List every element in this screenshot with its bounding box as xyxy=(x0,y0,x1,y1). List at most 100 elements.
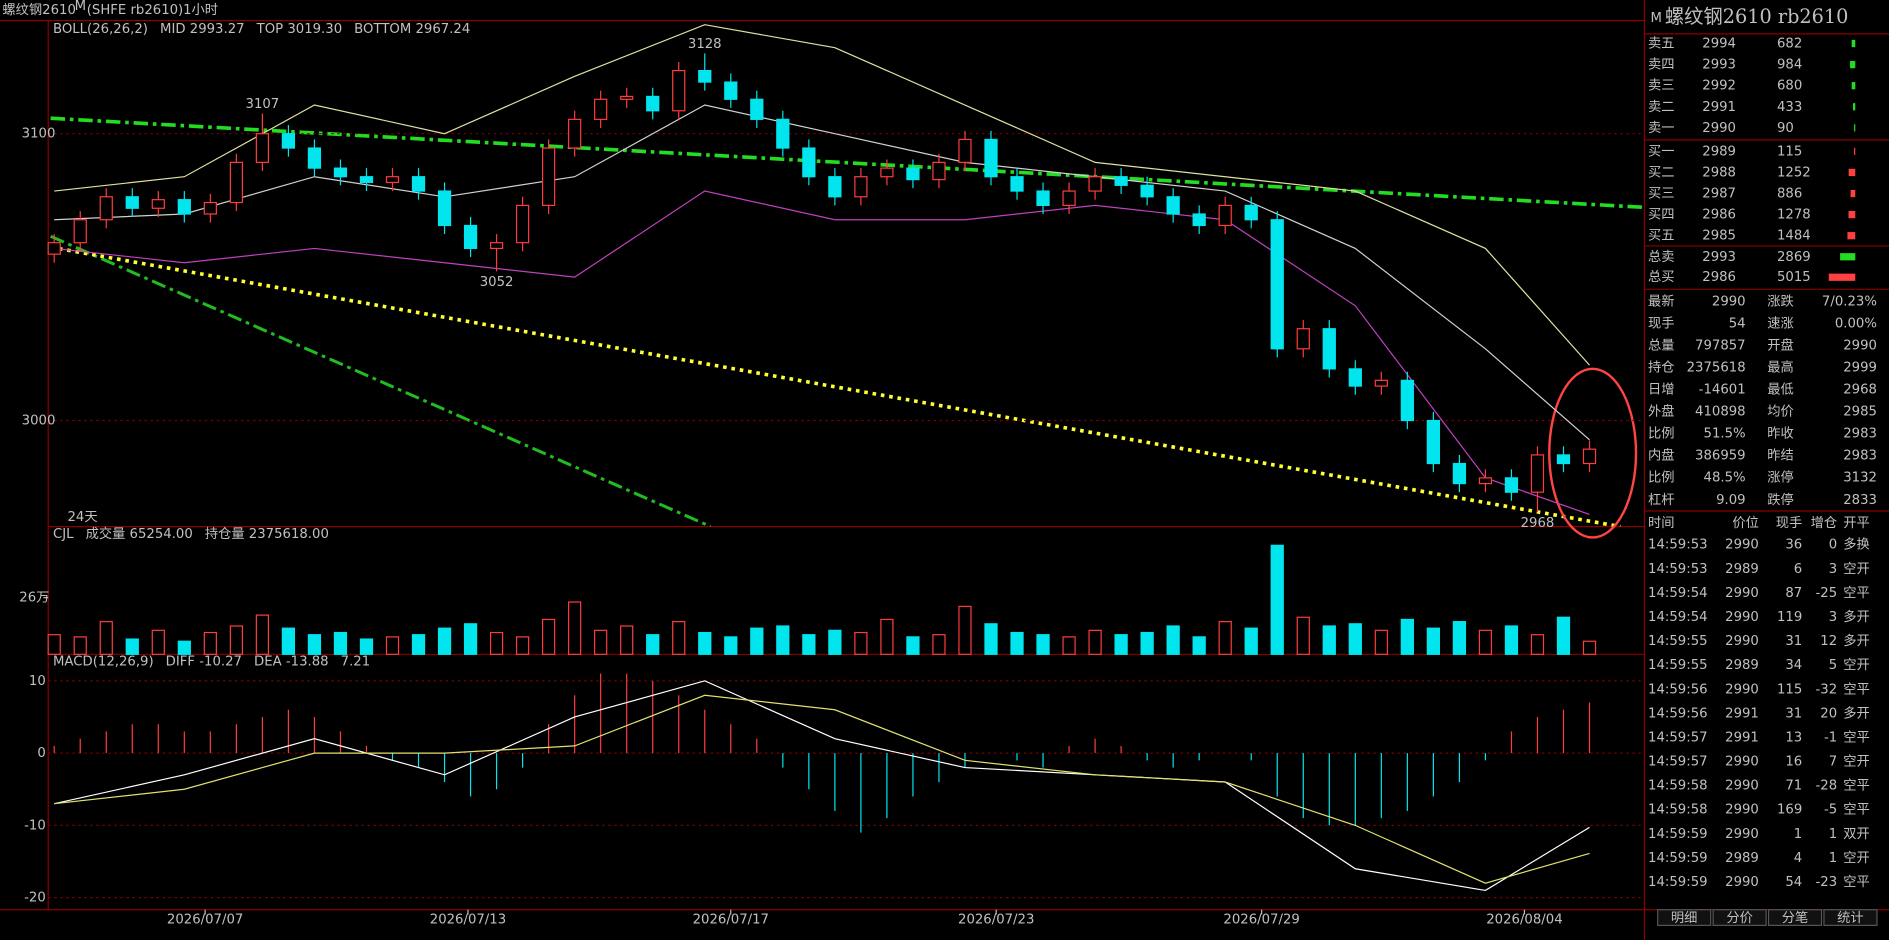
tab-label[interactable]: 分价 xyxy=(1726,910,1753,926)
trade-cell: 14:59:57 xyxy=(1648,730,1708,745)
tab-label[interactable]: 统计 xyxy=(1837,910,1864,926)
trade-cell: 空平 xyxy=(1843,802,1870,818)
volume-bar xyxy=(672,621,686,655)
stat-label: 日增 xyxy=(1648,382,1675,398)
stat-value: 2990 xyxy=(1843,338,1877,353)
trade-cell: 2990 xyxy=(1725,538,1759,553)
volume-bar xyxy=(620,625,634,655)
legend-item: MID 2993.27 xyxy=(160,22,245,37)
trade-header: 增仓 xyxy=(1811,515,1838,531)
candle-body xyxy=(385,176,400,184)
volume-bar xyxy=(828,629,842,655)
stat-value: 2983 xyxy=(1843,427,1877,442)
trade-cell: 空开 xyxy=(1843,657,1870,673)
candle-body xyxy=(1452,462,1467,485)
volume-bar xyxy=(1244,627,1258,655)
book-bar xyxy=(1848,210,1856,219)
stat-value: 386959 xyxy=(1695,449,1746,464)
x-tick-label: 2026/07/13 xyxy=(430,912,506,927)
trade-cell: 115 xyxy=(1777,682,1802,697)
trade-cell: 14:59:59 xyxy=(1648,875,1708,890)
book-bar xyxy=(1854,147,1856,155)
book-price: 2990 xyxy=(1702,121,1736,136)
candle-body xyxy=(125,196,139,209)
flag: M xyxy=(75,0,86,14)
book-label: 买五 xyxy=(1648,228,1675,244)
stat-label: 跌停 xyxy=(1767,491,1794,508)
trade-cell: 6 xyxy=(1794,562,1802,577)
book-qty: 680 xyxy=(1777,79,1802,94)
trade-cell: 36 xyxy=(1785,538,1802,553)
book-price: 2986 xyxy=(1702,208,1736,223)
stat-label: 最高 xyxy=(1767,358,1794,375)
candle-body xyxy=(177,199,191,215)
book-bar xyxy=(1854,124,1856,132)
trade-cell: 14:59:59 xyxy=(1648,851,1708,866)
trade-cell: 2990 xyxy=(1725,634,1759,649)
tab[interactable] xyxy=(1712,909,1767,926)
candle-body xyxy=(1400,379,1414,422)
book-label: 买四 xyxy=(1648,207,1675,223)
volume-bar xyxy=(203,631,217,655)
trade-cell: 4 xyxy=(1794,851,1802,866)
volume-bar xyxy=(1530,634,1545,655)
trade-cell: 2990 xyxy=(1725,827,1759,842)
dea-line xyxy=(54,694,1590,884)
candle-body xyxy=(203,201,217,215)
legend-item: CJL xyxy=(53,527,74,542)
trend-line xyxy=(49,234,712,527)
stat-label: 持仓 xyxy=(1648,359,1675,375)
volume-bar xyxy=(281,627,296,655)
trend-line xyxy=(50,116,1645,210)
candle-body xyxy=(698,69,712,83)
trade-cell: 2990 xyxy=(1725,610,1759,625)
tab[interactable] xyxy=(1767,909,1823,926)
tab[interactable] xyxy=(1657,909,1712,926)
book-qty: 90 xyxy=(1777,121,1794,136)
volume-bar xyxy=(1582,640,1597,655)
trade-cell: 54 xyxy=(1785,875,1802,890)
stat-value: 54 xyxy=(1729,316,1746,331)
volume-bar xyxy=(1322,625,1336,655)
candle-body xyxy=(1426,419,1441,465)
drawings xyxy=(49,116,1645,527)
candle-body xyxy=(281,133,296,149)
candle-body xyxy=(880,167,894,178)
volume-bar xyxy=(906,636,920,655)
tab[interactable] xyxy=(1823,909,1878,926)
tab-label[interactable]: 明细 xyxy=(1671,910,1698,926)
x-tick-label: 2026/07/17 xyxy=(693,912,769,927)
book-bar xyxy=(1851,82,1856,90)
trade-cell: 71 xyxy=(1785,779,1802,794)
candle-body xyxy=(1296,328,1310,350)
y-tick-label: 0 xyxy=(37,746,45,761)
trade-header: 开平 xyxy=(1843,516,1870,531)
volume-bar xyxy=(99,621,113,655)
candle-body xyxy=(1504,477,1519,493)
candle-body xyxy=(1530,454,1545,493)
period[interactable]: 1小时 xyxy=(183,2,218,18)
volume-bar xyxy=(73,636,87,655)
book-label: 买一 xyxy=(1648,143,1675,159)
candle-body xyxy=(1166,196,1180,215)
book-qty: 115 xyxy=(1777,144,1802,159)
x-tick-label: 2026/08/04 xyxy=(1486,912,1562,927)
candle-body xyxy=(828,176,842,198)
trade-cell: 14:59:57 xyxy=(1648,755,1708,770)
volume-bar xyxy=(255,614,270,655)
volume-bar xyxy=(568,601,582,655)
candle-body xyxy=(776,118,790,149)
trade-cell: 12 xyxy=(1820,634,1837,649)
volume-bar xyxy=(177,640,191,655)
stat-value: 2983 xyxy=(1843,449,1877,464)
candle-body xyxy=(620,95,634,100)
trade-cell: 空平 xyxy=(1843,585,1870,601)
volume-bar xyxy=(1452,621,1467,655)
stat-value: 48.5% xyxy=(1704,471,1746,486)
candle-body xyxy=(489,242,504,250)
book-qty: 1278 xyxy=(1777,208,1811,223)
candle-body xyxy=(359,176,374,184)
stat-label: 涨停 xyxy=(1767,469,1794,486)
tab-label[interactable]: 分笔 xyxy=(1782,910,1809,926)
